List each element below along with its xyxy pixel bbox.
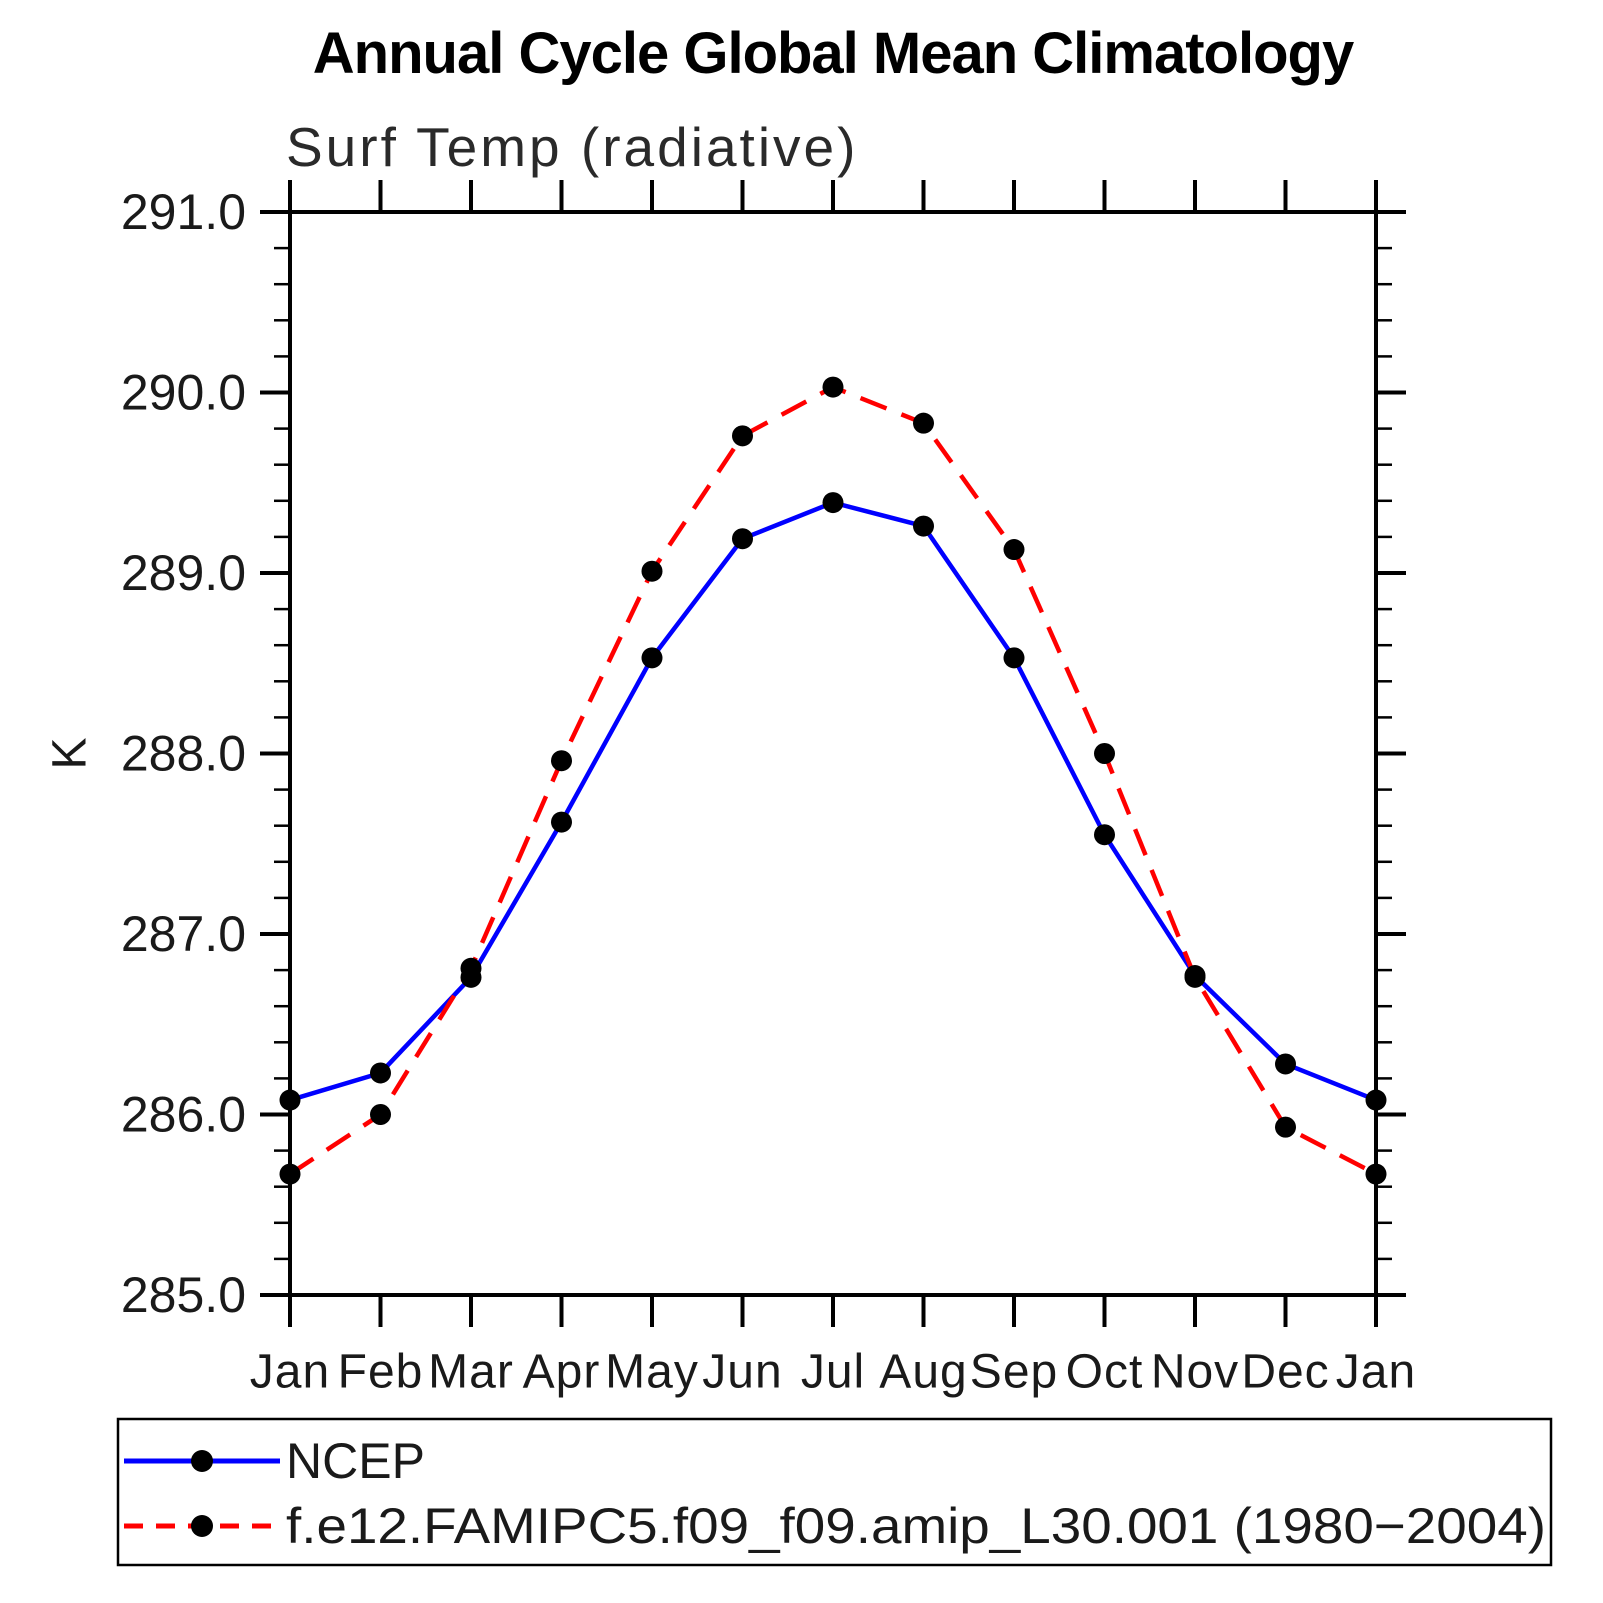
series-marker-0 bbox=[1003, 647, 1025, 669]
x-tick-label: Dec bbox=[1241, 1346, 1329, 1399]
y-axis-label: K bbox=[44, 737, 97, 769]
y-tick-label: 291.0 bbox=[121, 184, 246, 240]
series-marker-1 bbox=[279, 1163, 301, 1185]
legend-label-0: NCEP bbox=[286, 1433, 425, 1489]
y-tick-label: 289.0 bbox=[121, 545, 246, 601]
x-tick-label: May bbox=[605, 1346, 699, 1399]
x-tick-label: Jul bbox=[801, 1346, 865, 1399]
x-tick-label: Oct bbox=[1066, 1346, 1144, 1399]
y-tick-label: 287.0 bbox=[121, 906, 246, 962]
x-tick-label: Jan bbox=[250, 1346, 330, 1399]
chart-subtitle: Surf Temp (radiative) bbox=[286, 116, 859, 178]
series-marker-1 bbox=[1094, 743, 1115, 764]
x-tick-label: Feb bbox=[338, 1346, 424, 1399]
x-tick-label: Jan bbox=[1336, 1346, 1416, 1399]
legend-label-1: f.e12.FAMIPC5.f09_f09.amip_L30.001 (1980… bbox=[286, 1498, 1546, 1554]
series-marker-0 bbox=[551, 811, 572, 833]
series-marker-0 bbox=[370, 1062, 391, 1084]
series-marker-0 bbox=[822, 492, 844, 514]
x-tick-label: Nov bbox=[1151, 1346, 1239, 1399]
series-marker-0 bbox=[279, 1089, 301, 1111]
y-tick-label: 290.0 bbox=[121, 365, 246, 421]
y-tick-label: 288.0 bbox=[121, 726, 246, 782]
series-marker-1 bbox=[641, 560, 663, 582]
series-marker-0 bbox=[732, 528, 753, 550]
series-marker-1 bbox=[913, 412, 934, 434]
chart-title: Annual Cycle Global Mean Climatology bbox=[312, 21, 1354, 86]
x-tick-label: Sep bbox=[970, 1346, 1058, 1399]
y-tick-label: 285.0 bbox=[121, 1267, 246, 1323]
x-tick-label: Jun bbox=[702, 1346, 782, 1399]
legend-marker-0 bbox=[191, 1450, 213, 1472]
x-tick-label: Mar bbox=[428, 1346, 514, 1399]
series-marker-0 bbox=[641, 647, 663, 669]
series-marker-0 bbox=[1365, 1089, 1387, 1111]
series-marker-1 bbox=[460, 957, 482, 979]
series-marker-0 bbox=[913, 515, 934, 537]
series-marker-1 bbox=[822, 376, 844, 398]
series-marker-1 bbox=[551, 750, 572, 772]
legend-marker-1 bbox=[191, 1515, 213, 1537]
series-marker-1 bbox=[1365, 1163, 1387, 1185]
series-marker-1 bbox=[1003, 539, 1025, 561]
series-marker-0 bbox=[1094, 824, 1115, 846]
x-tick-label: Apr bbox=[523, 1346, 601, 1399]
series-marker-1 bbox=[370, 1104, 391, 1125]
series-marker-1 bbox=[1184, 966, 1206, 988]
series-marker-1 bbox=[732, 425, 753, 447]
series-marker-0 bbox=[1275, 1053, 1296, 1075]
x-tick-label: Aug bbox=[879, 1346, 967, 1399]
y-tick-label: 286.0 bbox=[121, 1087, 246, 1143]
plot-frame bbox=[288, 210, 1378, 1297]
series-marker-1 bbox=[1275, 1116, 1296, 1138]
legend-box bbox=[116, 1417, 1553, 1567]
